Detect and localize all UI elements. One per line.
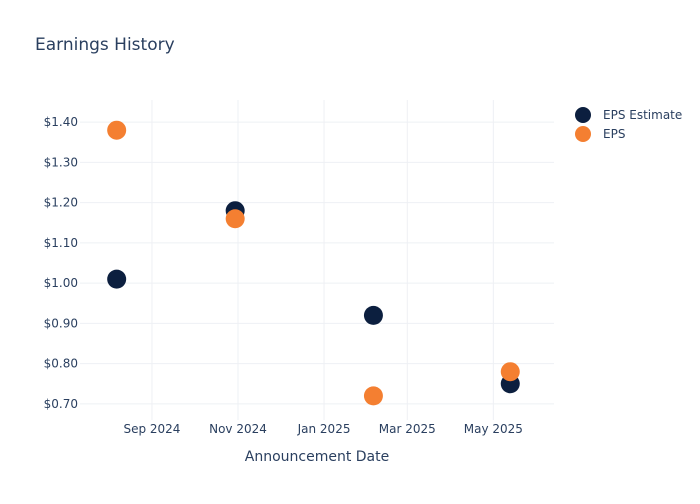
legend-label: EPS xyxy=(603,127,625,141)
x-tick-label: Sep 2024 xyxy=(123,422,180,436)
x-tick-label: Mar 2025 xyxy=(379,422,436,436)
data-point-eps-estimate xyxy=(363,305,383,325)
data-point-eps-estimate xyxy=(107,269,127,289)
data-point-eps xyxy=(225,209,245,229)
y-axis-ticks: $0.70 $0.80 $0.90 $1.00 $1.10 $1.20 $1.30 $1.40 xyxy=(44,115,78,411)
x-axis-ticks: Sep 2024 Nov 2024 Jan 2025 Mar 2025 May 2025 xyxy=(123,422,522,436)
x-tick-label: Jan 2025 xyxy=(297,422,351,436)
legend-item[interactable]: EPS xyxy=(575,126,625,142)
y-tick-label: $0.80 xyxy=(44,357,78,371)
data-point-eps xyxy=(363,386,383,406)
y-tick-label: $1.20 xyxy=(44,196,78,210)
y-tick-label: $1.10 xyxy=(44,236,78,250)
legend-marker xyxy=(575,107,591,123)
y-tick-label: $1.00 xyxy=(44,276,78,290)
x-tick-label: Nov 2024 xyxy=(209,422,267,436)
legend[interactable]: EPS Estimate EPS xyxy=(575,107,682,142)
y-tick-label: $1.40 xyxy=(44,115,78,129)
grid-layer xyxy=(80,100,554,420)
y-tick-label: $0.70 xyxy=(44,397,78,411)
x-axis-title: Announcement Date xyxy=(245,449,389,465)
y-tick-label: $1.30 xyxy=(44,155,78,169)
x-tick-label: May 2025 xyxy=(464,422,523,436)
legend-item[interactable]: EPS Estimate xyxy=(575,107,682,123)
data-point-eps xyxy=(107,120,127,140)
chart-title: Earnings History xyxy=(35,35,175,55)
y-tick-label: $0.90 xyxy=(44,316,78,330)
data-point-eps xyxy=(500,362,520,382)
legend-label: EPS Estimate xyxy=(603,108,682,122)
data-points xyxy=(107,120,520,406)
legend-marker xyxy=(575,126,591,142)
